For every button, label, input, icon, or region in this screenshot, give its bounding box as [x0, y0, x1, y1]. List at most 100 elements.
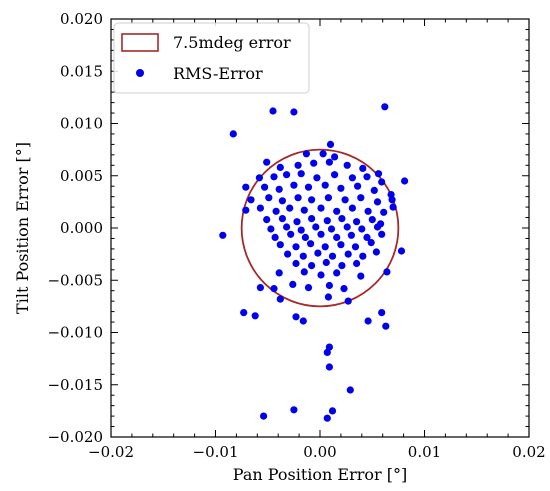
y-tick-label: −0.010 [47, 324, 103, 342]
data-point [263, 158, 271, 166]
data-point [341, 196, 349, 204]
data-point [348, 204, 356, 212]
data-point [327, 225, 336, 233]
data-point [381, 103, 389, 111]
data-point [378, 178, 386, 186]
data-point [256, 284, 264, 292]
x-tick-label: 0.02 [512, 443, 545, 461]
data-point [283, 223, 291, 231]
data-point [317, 230, 325, 238]
data-point [333, 233, 341, 241]
data-point [325, 158, 333, 166]
data-point [301, 233, 309, 241]
data-point [290, 181, 298, 189]
data-point [343, 161, 351, 169]
data-point [242, 206, 250, 214]
data-point [370, 186, 378, 194]
error-circle [240, 148, 400, 308]
legend-box [113, 22, 310, 94]
data-point [242, 183, 250, 191]
data-point [343, 223, 351, 231]
data-point [367, 239, 375, 247]
data-point [219, 231, 227, 239]
data-point [269, 107, 277, 115]
data-point [317, 204, 325, 212]
data-point [357, 194, 365, 202]
plot-area [219, 103, 409, 422]
data-point [267, 225, 275, 233]
data-point [382, 322, 390, 330]
data-point [328, 407, 337, 415]
data-point [364, 317, 372, 325]
y-tick-label: 0.020 [60, 10, 103, 28]
data-point [299, 252, 307, 260]
data-point [340, 285, 348, 293]
data-point [286, 204, 294, 212]
data-point [275, 185, 283, 193]
data-point [314, 249, 322, 257]
data-point [276, 163, 284, 171]
data-point [292, 259, 300, 268]
data-point [348, 174, 356, 182]
data-point [265, 194, 273, 202]
x-tick-label: 0.01 [408, 443, 441, 461]
data-point [261, 183, 269, 191]
data-point [304, 284, 313, 292]
data-point [344, 250, 352, 258]
data-point [372, 248, 380, 256]
data-point [278, 197, 286, 205]
y-tick-label: 0.015 [60, 62, 103, 80]
data-point [378, 230, 386, 238]
data-point [299, 317, 307, 325]
data-point [357, 272, 365, 280]
data-point [347, 231, 355, 239]
data-point [368, 216, 376, 224]
data-point [283, 171, 291, 179]
data-point [364, 207, 372, 215]
data-point [337, 241, 345, 249]
points-layer [219, 103, 409, 422]
data-point [324, 194, 332, 202]
data-point [331, 153, 339, 161]
data-point [374, 170, 383, 178]
legend-circle-swatch [121, 33, 159, 52]
legend: 7.5mdeg error RMS-Error [113, 22, 310, 94]
tick-labels-layer: −0.02 −0.01 0.00 0.01 0.02 0.020 0.015 0.010 0.0… [47, 10, 545, 461]
data-point [338, 262, 346, 270]
data-point [388, 196, 396, 204]
data-point [344, 297, 352, 305]
data-point [363, 173, 371, 181]
data-point [338, 215, 346, 223]
data-point [307, 240, 315, 248]
data-point [401, 177, 409, 185]
y-tick-label: 0.005 [60, 167, 103, 185]
data-point [331, 171, 339, 179]
data-point [325, 281, 333, 290]
y-tick-label: −0.020 [47, 428, 103, 446]
data-point [397, 247, 406, 255]
data-point [271, 233, 279, 241]
data-point [292, 243, 300, 251]
data-point [326, 140, 335, 148]
data-point [312, 223, 320, 231]
data-point [321, 181, 329, 189]
x-axis-label: Pan Position Error [°] [233, 465, 407, 484]
data-point [308, 262, 316, 270]
data-point [263, 216, 271, 224]
data-point [359, 164, 367, 172]
data-point [270, 173, 278, 181]
data-point [293, 218, 301, 226]
data-point [333, 269, 341, 277]
data-point [308, 215, 316, 223]
data-point [308, 196, 316, 204]
data-point [300, 268, 308, 276]
data-point [297, 226, 305, 234]
data-point [256, 204, 264, 212]
data-point [255, 174, 263, 182]
y-tick-label: 0.000 [60, 219, 103, 237]
data-point [229, 130, 237, 138]
legend-label-points: RMS-Error [173, 64, 263, 83]
data-point [363, 233, 371, 241]
data-point [270, 285, 278, 293]
